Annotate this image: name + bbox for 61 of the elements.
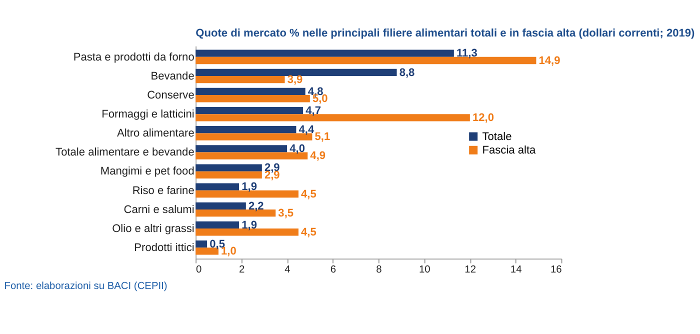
x-tick-label: 4 [284, 264, 291, 276]
bar [196, 50, 454, 57]
y-tick-label: Formaggi e latticini [102, 108, 194, 121]
bar [196, 114, 470, 122]
data-label: 4,9 [310, 150, 326, 162]
y-tick-label: Bevande [150, 70, 194, 82]
bar [196, 76, 285, 84]
source-note: Fonte: elaborazioni su BACI (CEPII) [4, 281, 168, 292]
data-label: 3,5 [278, 207, 294, 220]
data-label: 14,9 [538, 54, 560, 67]
data-label: 4,5 [301, 188, 316, 200]
bar [196, 126, 296, 134]
data-label: 8,8 [399, 66, 415, 79]
y-tick-label: Pasta e prodotti da forno [73, 51, 194, 64]
data-label: 12,0 [472, 112, 494, 124]
bar [196, 133, 312, 140]
x-tick-label: 14 [510, 264, 522, 276]
data-label: 4,4 [298, 124, 315, 136]
data-label: 4,7 [306, 104, 321, 117]
bar [196, 248, 218, 255]
y-tick-label: Conserve [147, 89, 194, 102]
x-tick-label: 2 [238, 264, 245, 276]
bar [196, 68, 397, 76]
bar [196, 202, 246, 210]
bar [196, 190, 298, 198]
bar [196, 145, 288, 152]
bar [196, 106, 304, 114]
y-tick-label: Altro alimentare [116, 128, 194, 140]
legend-label: Fascia alta [482, 144, 537, 157]
bar [196, 183, 240, 190]
chart-title: Quote di mercato % nelle principali filiere alimentari totali e in fascia alta (dollari correnti; 2019) [196, 28, 696, 40]
y-tick-label: Carni e salumi [124, 204, 194, 216]
legend-label: Totale [482, 130, 512, 143]
data-label: 3,9 [287, 74, 303, 86]
data-label: 5,1 [314, 131, 330, 144]
bar [196, 164, 262, 172]
bar [196, 221, 240, 229]
data-label: 1,9 [242, 219, 257, 232]
data-label: 1,9 [242, 181, 257, 194]
x-tick-label: 10 [418, 264, 431, 276]
data-label: 11,3 [456, 48, 478, 60]
x-tick-label: 0 [196, 264, 202, 276]
bar [196, 152, 308, 160]
bar [196, 171, 262, 178]
y-tick-label: Prodotti ittici [134, 242, 194, 254]
bar [196, 240, 208, 248]
bar [196, 88, 306, 96]
bar [196, 95, 310, 102]
data-label: 4,0 [290, 143, 305, 156]
x-tick-label: 8 [376, 264, 382, 276]
x-tick-label: 6 [330, 264, 336, 276]
bar [196, 56, 536, 64]
y-tick-label: Olio e altri grassi [112, 222, 194, 235]
data-label: 2,2 [248, 200, 264, 212]
x-tick-label: 16 [550, 264, 562, 276]
y-tick-label: Totale alimentare e bevande [56, 146, 194, 159]
bar [196, 228, 298, 236]
y-tick-label: Riso e farine [132, 184, 194, 197]
data-label: 4,5 [301, 226, 316, 239]
x-tick-label: 12 [464, 264, 476, 276]
y-tick-label: Mangimi e pet food [100, 166, 194, 178]
